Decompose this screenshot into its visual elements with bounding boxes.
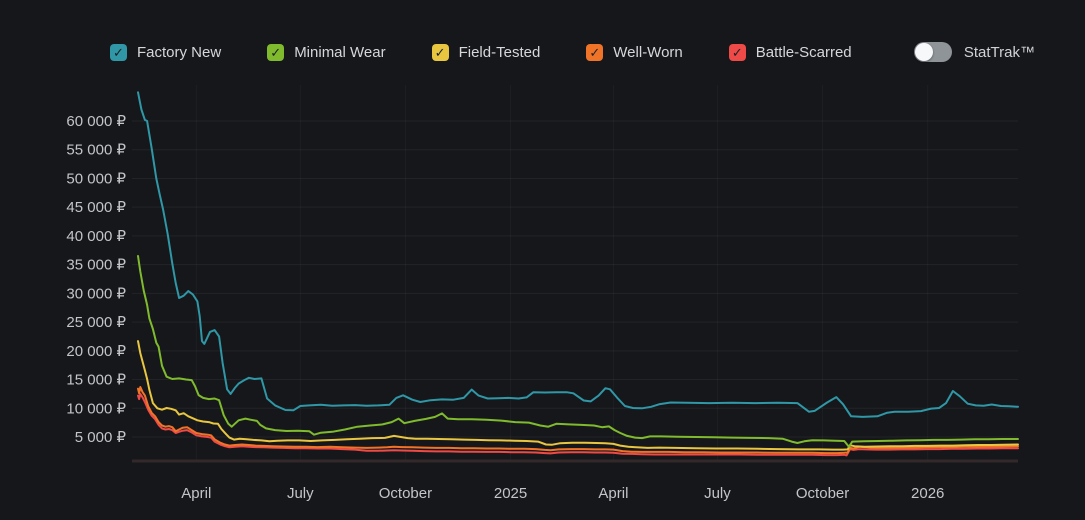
y-axis-tick-label: 30 000 ₽ (66, 285, 126, 302)
y-axis-tick-label: 50 000 ₽ (66, 170, 126, 187)
toggle-knob-icon (914, 43, 933, 61)
legend-item-field-tested[interactable]: ✓ Field-Tested (431, 43, 541, 61)
x-axis-tick-label: 2026 (911, 485, 944, 502)
checkmark-icon: ✓ (113, 44, 124, 60)
x-axis-tick-label: April (598, 485, 628, 502)
stattrak-control: StatTrak™ (913, 42, 1035, 62)
legend-item-factory-new[interactable]: ✓ Factory New (110, 43, 222, 61)
y-axis-tick-label: 35 000 ₽ (66, 257, 126, 274)
checkbox-well-worn[interactable]: ✓ (586, 43, 604, 61)
checkmark-icon: ✓ (434, 44, 446, 60)
y-axis-tick-label: 5 000 ₽ (75, 429, 127, 446)
x-axis-tick-label: October (379, 485, 432, 502)
legend-label: Factory New (137, 43, 222, 61)
legend-item-well-worn[interactable]: ✓ Well-Worn (586, 43, 683, 61)
y-axis-tick-label: 25 000 ₽ (66, 314, 126, 331)
checkbox-minimal-wear[interactable]: ✓ (267, 43, 285, 61)
y-axis-tick-label: 40 000 ₽ (66, 228, 126, 245)
checkbox-factory-new[interactable]: ✓ (110, 43, 127, 61)
legend-label: Battle-Scarred (755, 43, 852, 61)
legend-label: Well-Worn (613, 43, 683, 61)
series-line-well-worn (137, 386, 1019, 455)
stattrak-label: StatTrak™ (963, 43, 1035, 61)
checkmark-icon: ✓ (270, 44, 282, 60)
x-axis-tick-label: April (181, 485, 211, 502)
y-axis-tick-label: 20 000 ₽ (66, 343, 126, 360)
y-axis-tick-label: 60 000 ₽ (66, 113, 126, 130)
series-line-battle-scarred (137, 392, 1019, 457)
legend: ✓ Factory New ✓ Minimal Wear ✓ Field-Tested ✓ W… (110, 36, 1035, 68)
checkbox-battle-scarred[interactable]: ✓ (728, 43, 746, 61)
checkmark-icon: ✓ (589, 44, 601, 60)
checkbox-field-tested[interactable]: ✓ (431, 43, 449, 61)
legend-label: Minimal Wear (294, 43, 386, 61)
x-axis-tick-label: July (287, 485, 314, 502)
y-axis-tick-label: 55 000 ₽ (66, 142, 126, 159)
x-axis-tick-label: July (704, 485, 731, 502)
legend-label: Field-Tested (458, 43, 541, 61)
x-axis-tick-label: October (796, 485, 849, 502)
legend-item-minimal-wear[interactable]: ✓ Minimal Wear (267, 43, 386, 61)
checkmark-icon: ✓ (731, 44, 743, 60)
x-axis-tick-label: 2025 (494, 485, 527, 502)
legend-item-battle-scarred[interactable]: ✓ Battle-Scarred (728, 43, 852, 61)
series-line-factory-new (137, 91, 1019, 418)
series-line-field-tested (137, 340, 1019, 451)
stattrak-toggle[interactable] (913, 42, 952, 62)
series-line-minimal-wear (137, 255, 1019, 448)
y-axis-tick-label: 15 000 ₽ (66, 372, 126, 389)
y-axis-tick-label: 45 000 ₽ (66, 199, 126, 216)
legend-items: ✓ Factory New ✓ Minimal Wear ✓ Field-Tested ✓ W… (110, 43, 852, 61)
y-axis-tick-label: 10 000 ₽ (66, 400, 126, 417)
